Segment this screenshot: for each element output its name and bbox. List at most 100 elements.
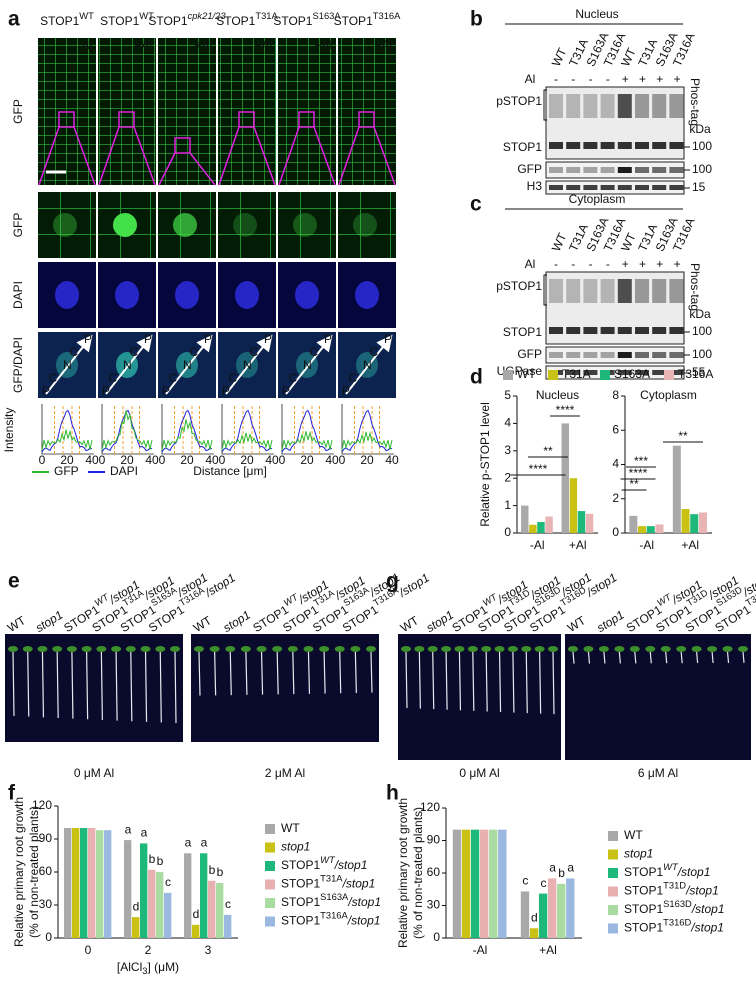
text-run: stop1 [594,608,626,635]
seedling-root [71,651,74,719]
bar [164,892,172,938]
treatment-sign: + [622,72,629,86]
treatment-label: +Al [314,38,332,52]
genotype-label: stop1 [33,608,65,635]
seedling-root [432,651,435,710]
text-run: STOP1 [40,14,79,28]
band-load [583,370,598,375]
band-p [652,279,667,303]
treatment-sign: + [674,257,681,271]
y-axis-title: Relative primary root growth [396,798,410,948]
marker-label: 15 [692,180,706,194]
significance-letter: c [522,874,528,888]
x-tick-label: -Al [639,538,654,552]
band-load [566,370,581,375]
significance-letter: a [201,835,208,849]
text-run: T316A [320,910,348,921]
nucleus-gfp [353,213,377,237]
seedling-leaf [52,646,63,652]
bar [698,512,707,533]
treatment-label: Al [525,72,536,86]
gel-label: Phos-tag [688,78,702,126]
seedling-leaf [598,646,609,652]
bar [96,830,104,938]
seedling-root [323,651,326,694]
bar [557,883,566,938]
bar [646,526,655,533]
column-label: STOP1WT [100,10,154,28]
band-gfp [635,352,649,358]
band-gfp [566,352,581,358]
legend-label: WT [624,828,643,842]
nucleus-gfp [113,213,137,237]
band-stop1 [669,327,684,334]
bar [192,924,200,938]
band-load [652,370,667,375]
legend-swatch [600,370,610,380]
panel-label: b [470,8,483,31]
y-tick-label: 1 [504,498,511,512]
profile-tick: 0 [159,453,166,467]
treatment-sign: - [606,257,610,271]
seedling-root [405,651,408,709]
nucleus-merge [236,352,258,378]
y-tick-label: 0 [433,930,440,944]
bar [529,928,539,938]
y-tick-label: 120 [32,798,52,812]
gfp-zoom [278,192,336,258]
treatment-label: +Al [254,38,272,52]
band-stop1 [600,327,615,334]
treatment-sign: - [589,257,593,271]
zoom-box [174,137,191,154]
profile-dapi [341,409,393,453]
seedling-root [292,651,295,695]
profile-axes [41,404,94,455]
compartment: Cytoplasm [569,192,626,206]
panel-label: g [386,570,399,593]
y-tick-label: 2 [612,491,619,505]
text-run: T31D [663,880,686,891]
zoom-line [218,126,276,186]
zoom-line [38,126,96,186]
text-run: WT [517,367,536,381]
significance-letter: b [149,852,156,866]
bar [520,891,530,938]
bar [690,514,699,533]
lane-label: WT [549,45,570,68]
text-run: STOP1 [281,877,320,891]
marker-label: 100 [692,324,712,338]
seedling-leaf [366,646,376,652]
profile-gfp [41,429,93,451]
nucleus-merge [356,352,378,378]
panel-label: a [8,8,20,31]
profile-frame [40,404,94,454]
bracket [543,274,547,306]
band-gfp [635,167,649,173]
seedling-root [665,651,668,664]
legend-label: STOP1WT/stop1 [624,861,710,879]
column-label: STOP1T316A [334,10,402,28]
seedling-leaf [155,646,166,652]
treatment-sign: - [606,72,610,86]
seedling-leaf [507,646,518,652]
significance-letter: b [217,865,224,879]
band-gfp [617,167,632,173]
seedling-root [144,651,148,722]
x-axis-title: [AlCl3] (μM) [117,960,179,976]
legend-label: WT [281,821,300,835]
significance-letter: b [209,863,216,877]
bar [529,524,537,533]
treatment-sign: - [589,72,593,86]
text-run: STOP1 [624,902,663,916]
band-p [652,94,667,118]
condition-label: 2 μM Al [265,766,305,780]
treatment-sign: + [622,257,629,271]
text-run: WT [5,613,29,635]
band-label: STOP1 [503,140,542,154]
profile-dapi [101,409,153,453]
seedling-root [370,651,373,693]
region-label: C [130,345,139,359]
seedling-leaf [66,646,77,652]
condition-label: 0 μM Al [459,766,499,780]
text-run: WT [79,10,94,21]
